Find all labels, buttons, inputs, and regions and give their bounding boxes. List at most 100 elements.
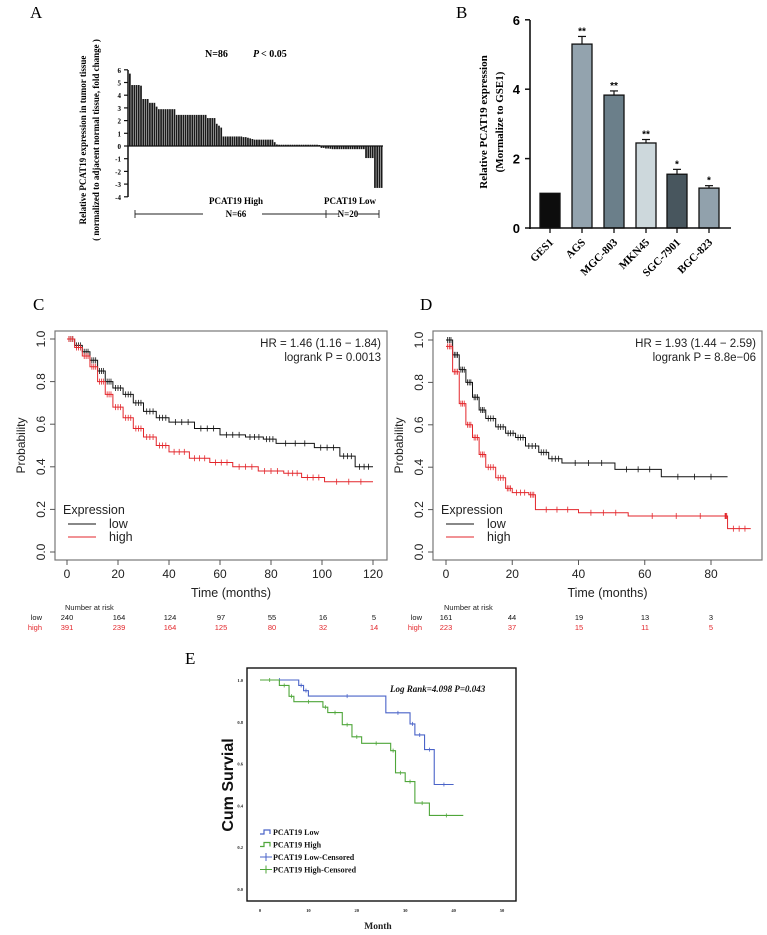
chart-a-bar: [233, 136, 236, 146]
chart-c-risk-value: 32: [319, 623, 327, 632]
chart-a-bar: [336, 146, 338, 150]
chart-a-bar: [273, 142, 276, 146]
chart-c-risk-row-label: low: [31, 613, 43, 622]
chart-d-xlabel: Time (months): [567, 586, 647, 600]
chart-a-group-brackets: [134, 210, 380, 218]
chart-a-bar: [269, 139, 272, 146]
chart-c-risk-value: 97: [217, 613, 225, 622]
chart-a-bar: [157, 109, 160, 146]
chart-a-bar: [182, 114, 185, 146]
chart-a-bar: [206, 118, 209, 146]
panel-label-a: A: [30, 3, 43, 22]
chart-d-y-tick-label: 0.2: [412, 501, 426, 518]
chart-d-risk-value: 19: [575, 613, 583, 622]
chart-e-xlabel: Month: [364, 922, 392, 932]
chart-d-y-tick-label: 0.6: [412, 416, 426, 433]
chart-d-risk-value: 15: [575, 623, 583, 632]
chart-a-bar: [369, 146, 372, 159]
chart-c-x-tick-label: 120: [363, 567, 383, 581]
chart-d-hr-annotation: HR = 1.93 (1.44 − 2.59): [635, 338, 756, 350]
chart-a-bar: [140, 85, 142, 146]
chart-c-x-tick-label: 80: [264, 567, 278, 581]
chart-c-risk-value: 124: [164, 613, 177, 622]
chart-c-y-tick-label: 1.0: [34, 330, 48, 347]
chart-c-risk-value: 164: [113, 613, 126, 622]
chart-a-bar: [164, 109, 167, 146]
chart-a-bar: [227, 136, 229, 146]
chart-d-risk-value: 44: [508, 613, 516, 622]
chart-a-bar: [271, 139, 274, 146]
chart-c-hr-annotation: HR = 1.46 (1.16 − 1.84): [260, 338, 381, 350]
chart-a-bar: [200, 114, 203, 146]
chart-c-risk-value: 391: [61, 623, 74, 632]
chart-e-series-high: [260, 679, 464, 816]
chart-c-risk-table-title: Number at risk: [65, 603, 114, 612]
chart-a-bar: [247, 137, 249, 146]
chart-a-group-low-label: PCAT19 Low: [324, 196, 377, 206]
chart-a-y-tick-label: 5: [118, 80, 122, 88]
chart-e-x-tick-label: 20: [355, 908, 360, 913]
chart-a-bar: [354, 146, 356, 150]
chart-a-bar: [322, 146, 325, 148]
chart-d-risk-value: 5: [709, 623, 713, 632]
chart-e-logrank-annotation: Log Rank=4.098 P=0.043: [389, 684, 486, 694]
chart-a-y-tick-label: 0: [118, 143, 122, 151]
chart-a-bar: [262, 139, 265, 146]
chart-a-bar: [191, 114, 194, 146]
chart-a-bar: [169, 109, 171, 146]
chart-a-bar: [204, 114, 207, 146]
chart-a-bar: [135, 85, 138, 146]
chart-e-x-tick-label: 10: [306, 908, 311, 913]
chart-a-ylabel-line1: Relative PCAT19 expression in tumor tiss…: [78, 56, 88, 225]
chart-e-frame: [246, 667, 517, 902]
chart-a-bar: [258, 139, 260, 146]
chart-a-y-tick-label: 4: [118, 92, 122, 100]
chart-a-bar: [347, 146, 350, 150]
chart-a-pvalue-prefix: P: [253, 49, 260, 60]
chart-a-bar: [155, 106, 158, 146]
chart-d-y-tick-label: 1.0: [412, 331, 426, 348]
chart-d-risk-value: 11: [641, 623, 649, 632]
chart-a-bar: [267, 139, 269, 146]
chart-d-legend-label-low: low: [487, 517, 507, 531]
chart-a-bar: [173, 109, 176, 146]
chart-b-y-tick-label: 2: [513, 152, 520, 167]
chart-a-bar: [186, 114, 189, 146]
chart-c-risk-value: 80: [268, 623, 276, 632]
chart-d-legend-title: Expression: [441, 503, 503, 517]
chart-c-x-tick-label: 20: [111, 567, 125, 581]
chart-a-bar: [238, 136, 240, 146]
chart-b-significance-label: *: [675, 159, 679, 170]
chart-a-pvalue: < 0.05: [261, 49, 287, 60]
chart-b-significance-label: **: [610, 81, 618, 92]
chart-d-risk-value: 13: [641, 613, 649, 622]
chart-d-frame: [432, 330, 763, 561]
chart-a-bar: [371, 146, 374, 159]
chart-a-bar: [211, 118, 214, 146]
chart-e-y-tick-label: 0.4: [237, 803, 243, 808]
chart-a-bar: [362, 146, 365, 150]
chart-a-y-tick-label: 6: [118, 67, 122, 75]
chart-a-y-tick-label: -3: [115, 181, 121, 189]
chart-b-bar: [539, 192, 561, 229]
chart-d-risk-row-label: high: [408, 623, 422, 632]
chart-b-bar: [698, 187, 720, 229]
chart-a-bar: [133, 85, 136, 146]
chart-a-bar: [171, 109, 174, 146]
chart-c-x-tick-label: 100: [312, 567, 332, 581]
chart-a-group-high-n: N=66: [226, 209, 247, 219]
chart-c-risk-value: 240: [61, 613, 74, 622]
chart-a-bar: [349, 146, 352, 150]
chart-a-bar: [144, 99, 147, 146]
chart-e-x-tick-label: 30: [403, 908, 408, 913]
chart-a-bar: [320, 146, 323, 148]
chart-a-group-high-label: PCAT19 High: [209, 196, 263, 206]
chart-a-bar: [222, 136, 225, 146]
chart-a-bar: [253, 139, 256, 146]
chart-a-bar: [380, 146, 383, 188]
chart-a-bar: [218, 125, 220, 146]
chart-c-xlabel: Time (months): [191, 586, 271, 600]
chart-b-bar: [571, 43, 593, 229]
chart-d-risk-value: 37: [508, 623, 516, 632]
